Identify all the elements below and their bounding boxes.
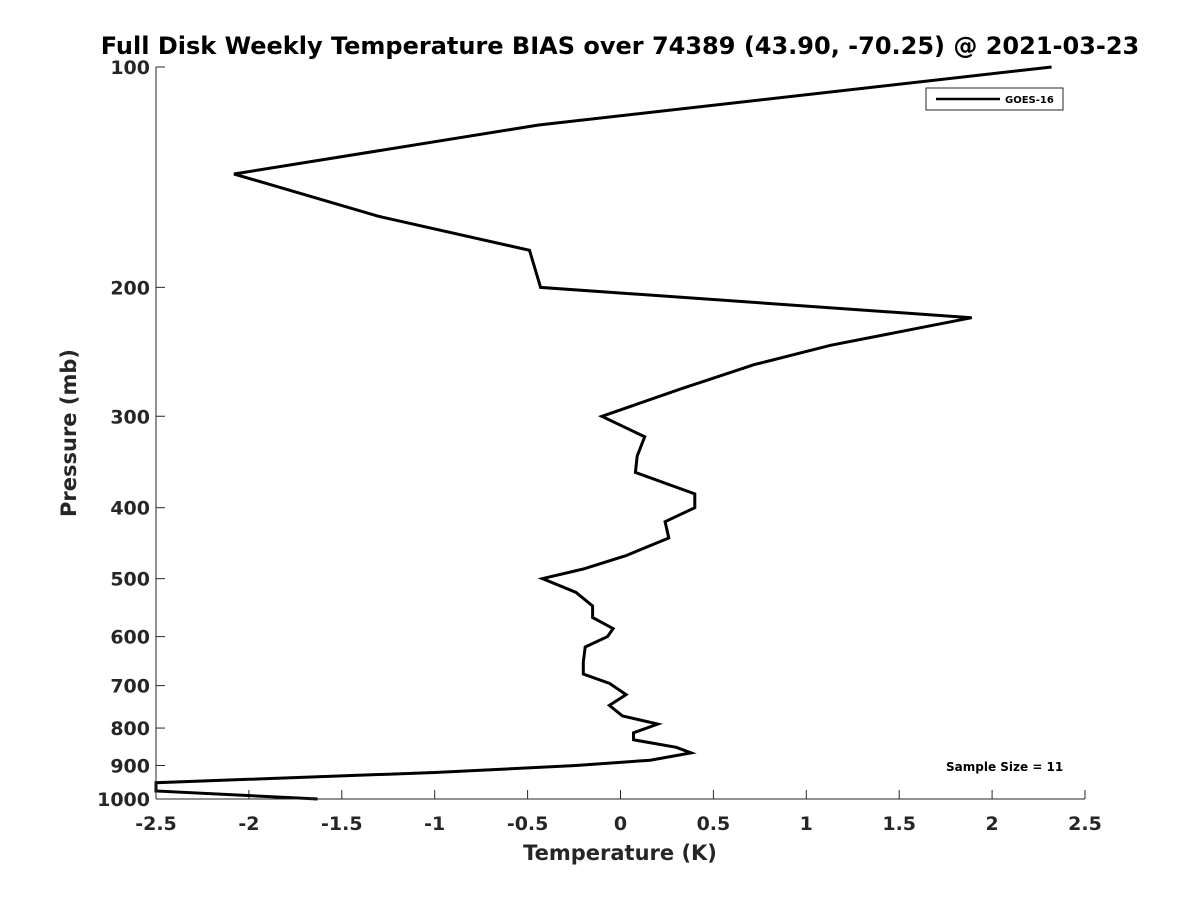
series-line-goes-16 [154, 65, 1052, 801]
y-tick-label: 400 [110, 498, 150, 520]
x-tick-label: -1.5 [321, 813, 363, 835]
y-tick-label: 900 [110, 756, 150, 778]
x-tick-label: -0.5 [507, 813, 549, 835]
plot-area [156, 67, 1085, 799]
series-layer [154, 65, 1052, 801]
legend-label: GOES-16 [1005, 95, 1054, 106]
x-tick-label: -1 [424, 813, 445, 835]
y-tick-label: 500 [110, 569, 150, 591]
x-tick-label: 1 [800, 813, 813, 835]
ticks-layer: -2.5 -2 -1.5 -1 -0.5 0 0.5 1 1.5 2 2.5 100 200 300 400… [97, 57, 1102, 835]
y-tick-label: 300 [110, 406, 150, 428]
sample-size-annotation: Sample Size = 11 [946, 760, 1063, 774]
y-tick-label: 700 [110, 676, 150, 698]
x-tick-label: 0.5 [697, 813, 731, 835]
x-axis-label: Temperature (K) [523, 841, 717, 865]
y-tick-label: 200 [110, 277, 150, 299]
x-tick-label: 0 [614, 813, 627, 835]
x-tick-label: 2.5 [1068, 813, 1102, 835]
y-tick-label: 100 [110, 57, 150, 79]
y-tick-label: 1000 [97, 789, 150, 811]
x-tick-label: -2 [238, 813, 259, 835]
legend: GOES-16 [925, 87, 1064, 111]
y-tick-label: 600 [110, 627, 150, 649]
x-tick-label: 2 [985, 813, 998, 835]
x-tick-label: 1.5 [882, 813, 916, 835]
x-tick-label: -2.5 [135, 813, 177, 835]
chart-title: Full Disk Weekly Temperature BIAS over 7… [101, 32, 1140, 60]
y-tick-label: 800 [110, 718, 150, 740]
y-axis-label: Pressure (mb) [57, 349, 81, 517]
